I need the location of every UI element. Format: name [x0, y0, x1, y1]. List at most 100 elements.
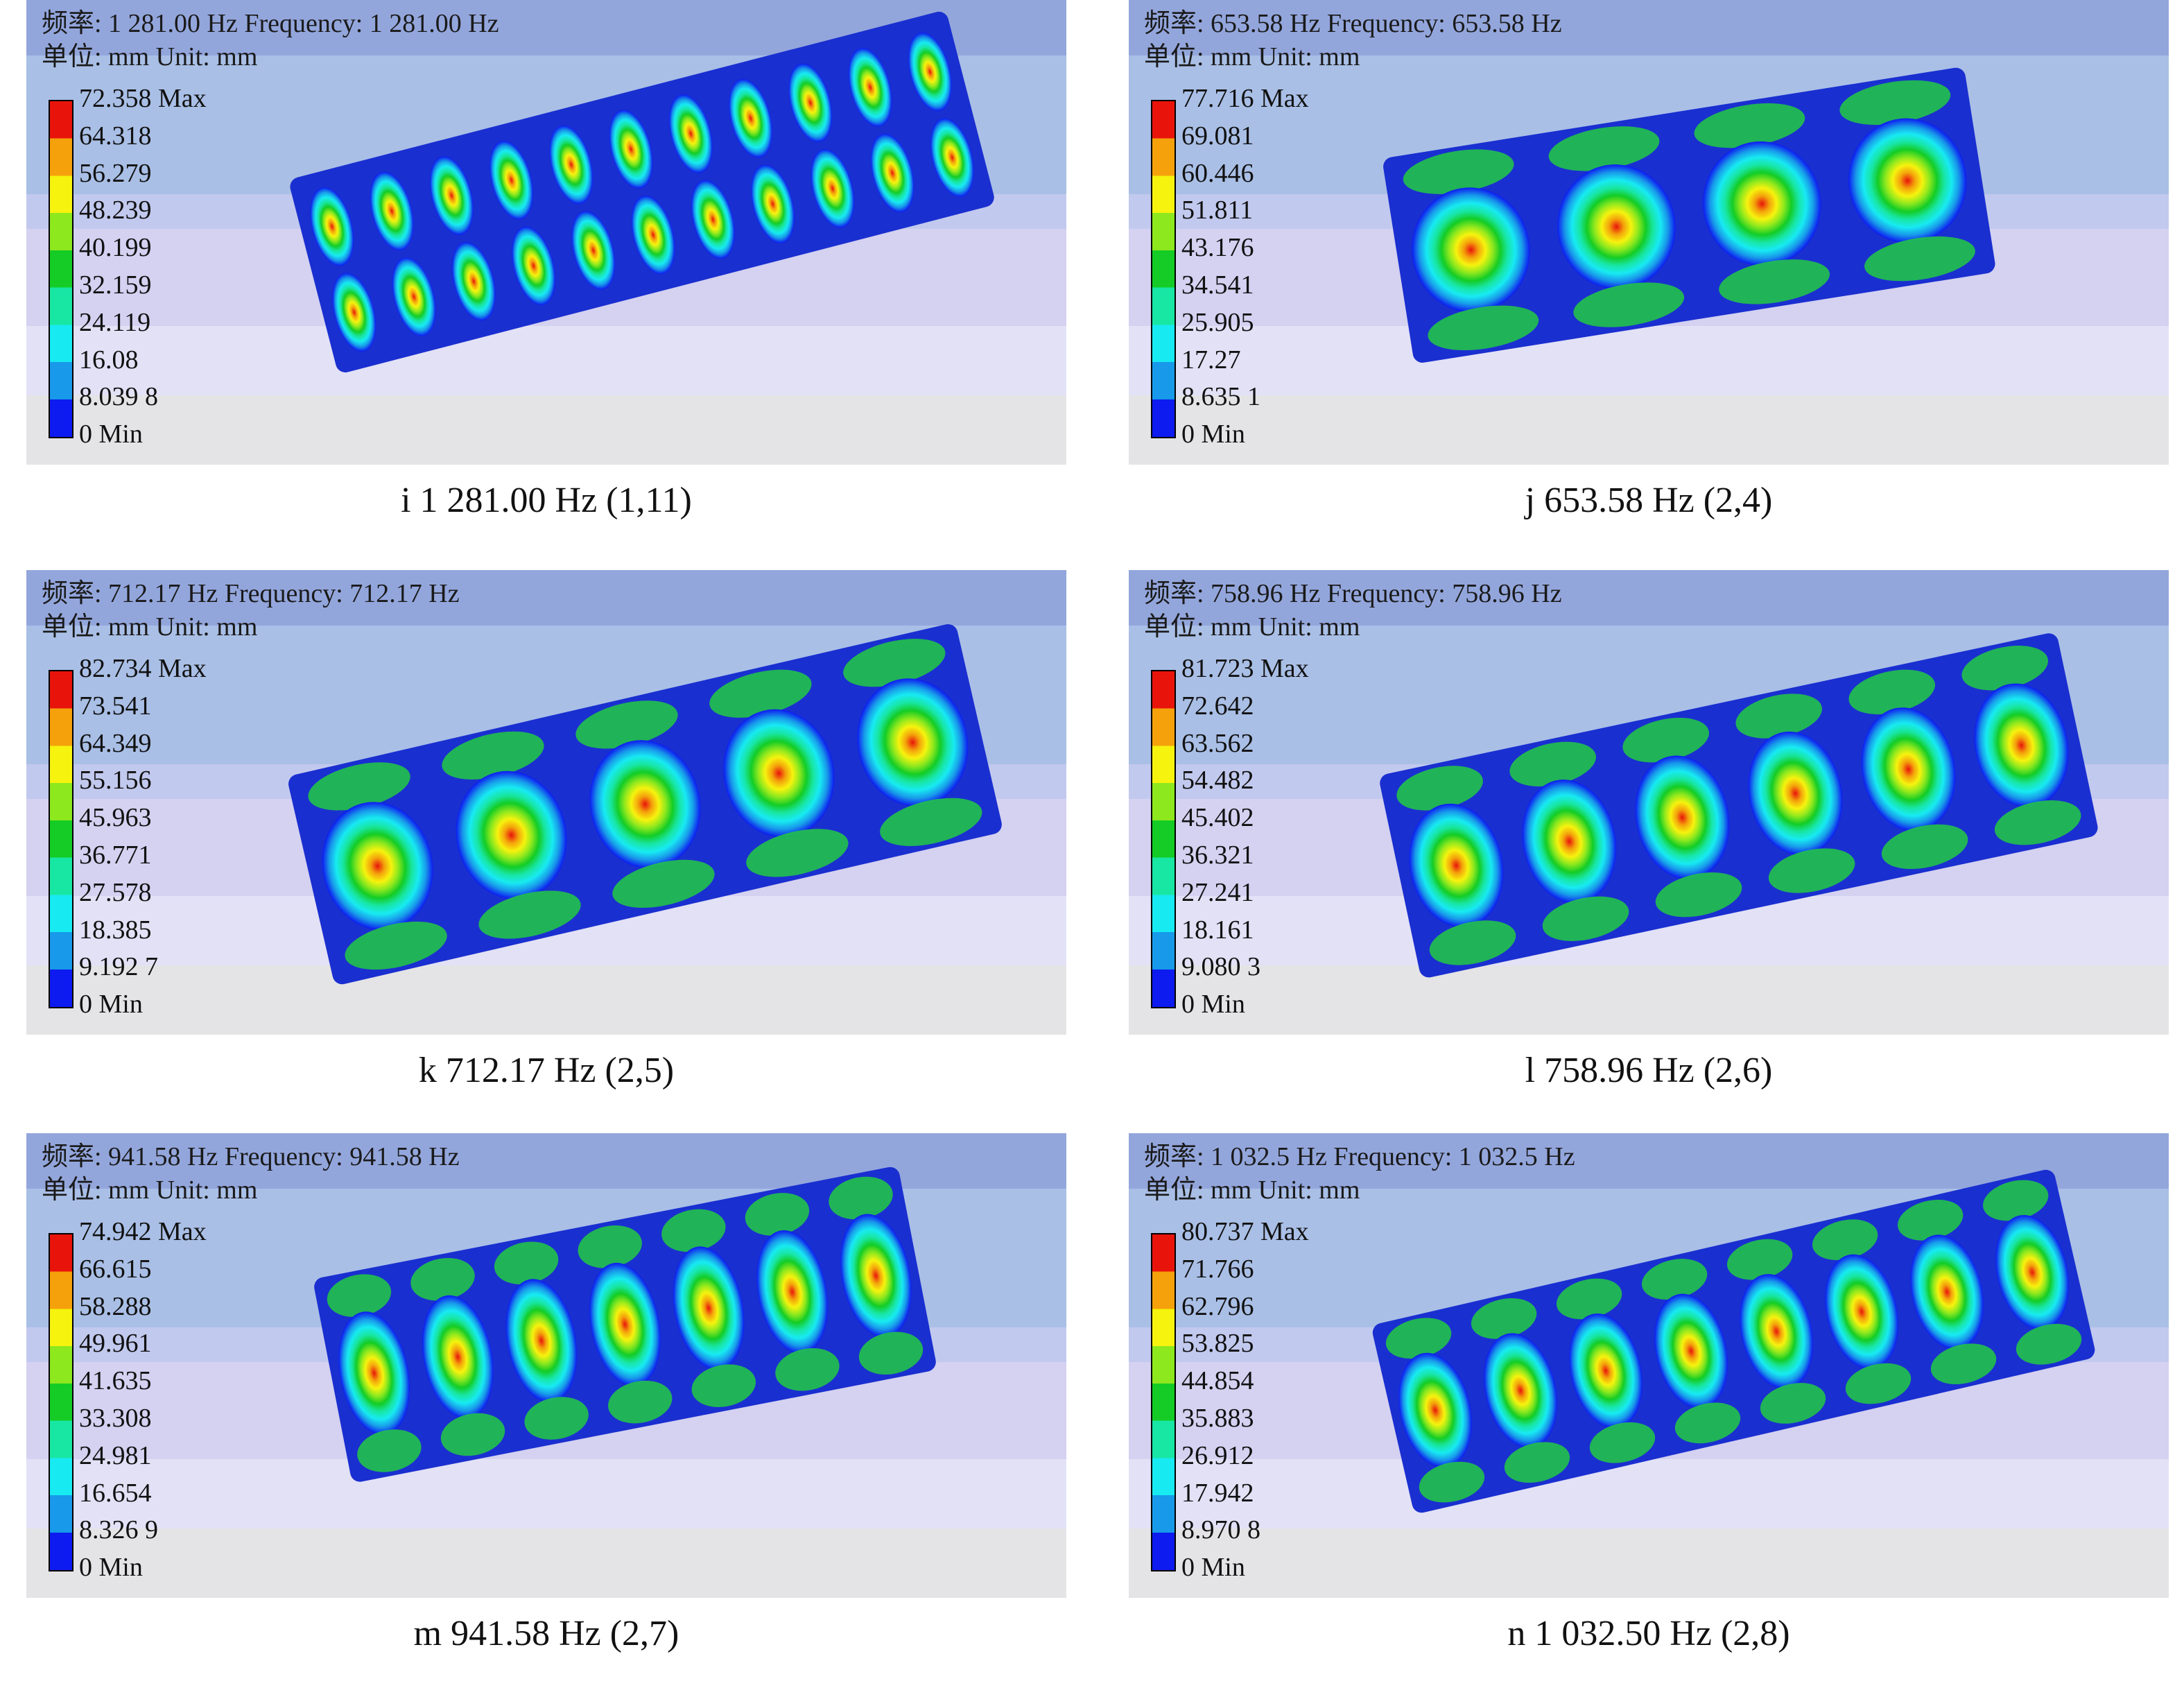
mode-lobe	[440, 1413, 505, 1456]
legend-tick-label: 24.981	[79, 1440, 152, 1470]
legend-tick-label: 33.308	[79, 1404, 152, 1433]
legend-tick-label: 71.766	[1181, 1254, 1254, 1284]
color-legend: 80.737 Max 71.766 62.796 53.825 44.854 35.883…	[1151, 1217, 1380, 1581]
mode-lobe	[1385, 1318, 1452, 1359]
legend-tick-label: 69.081	[1181, 121, 1254, 150]
figure-caption: k 712.17 Hz (2,5)	[418, 1051, 675, 1090]
legend-tick-label: 49.961	[79, 1329, 152, 1359]
legend-tick-label: 0 Min	[1181, 420, 1245, 449]
legend-tick-label: 18.161	[1181, 915, 1254, 945]
legend-tick-label: 36.321	[1181, 841, 1254, 870]
legend-tick-label: 45.402	[1181, 803, 1254, 833]
mode-lobe	[870, 133, 915, 213]
mode-lobe	[578, 1225, 642, 1268]
legend-tick-label: 40.199	[79, 233, 152, 263]
legend-tick-label: 8.635 1	[1181, 382, 1260, 412]
mode-lobe	[908, 33, 952, 112]
legend-tick-label: 0 Min	[79, 990, 143, 1019]
legend-tick-label: 24.119	[79, 307, 151, 337]
legend-tick-label: 48.239	[79, 196, 152, 225]
legend-tick-label: 72.642	[1181, 691, 1254, 721]
mode-lobe	[751, 164, 795, 243]
mode-lobe	[1412, 187, 1530, 313]
mode-lobe	[1910, 1234, 1984, 1350]
legend-tick-label: 41.635	[79, 1366, 152, 1396]
legend-tick-label: 77.716 Max	[1181, 84, 1309, 113]
mode-lobe	[1569, 1313, 1643, 1429]
deformed-plate-plot	[1372, 1169, 2095, 1513]
mode-lobe	[608, 1380, 673, 1424]
mode-lobe	[1768, 848, 1855, 893]
mode-lobe	[1504, 1442, 1570, 1483]
mode-lobe	[589, 1262, 661, 1386]
legend-tick-label: 80.737 Max	[1181, 1217, 1309, 1246]
mode-lobe	[310, 187, 354, 266]
mode-lobe	[1848, 118, 1967, 243]
mode-figure: 频率: 941.58 Hz Frequency: 941.58 Hz 单位: mm…	[26, 1133, 1066, 1688]
mode-lobe	[430, 156, 474, 235]
color-legend: 77.716 Max 69.081 60.446 51.811 43.176 34.541…	[1151, 84, 1380, 448]
legend-tick-label: 53.825	[1181, 1329, 1254, 1359]
mode-lobe	[1961, 646, 2049, 691]
legend-tick-label: 58.288	[79, 1291, 152, 1321]
mode-lobe	[691, 180, 735, 259]
legend-tick-label: 17.942	[1181, 1478, 1254, 1508]
mode-lobe	[575, 700, 678, 749]
mode-lobe	[811, 149, 855, 228]
color-legend: 72.358 Max 64.318 56.279 48.239 40.199 32.159…	[49, 85, 277, 448]
legend-tick-label: 0 Min	[79, 420, 143, 449]
mode-lobe	[691, 1364, 756, 1407]
mode-lobe	[1428, 305, 1539, 351]
mode-lobe	[338, 1311, 410, 1435]
color-scale-bar	[1151, 1233, 1176, 1571]
simulation-viewport: 频率: 712.17 Hz Frequency: 712.17 Hz 单位: mm…	[26, 570, 1066, 1035]
mode-lobe	[1839, 80, 1951, 126]
mode-lobe	[308, 762, 410, 811]
legend-tick-label: 8.039 8	[79, 382, 158, 412]
legend-tick-label: 27.241	[1181, 877, 1254, 907]
legend-tick-label: 25.905	[1181, 307, 1254, 337]
legend-tick-label: 0 Min	[1181, 1553, 1245, 1583]
legend-tick-label: 62.796	[1181, 1291, 1254, 1321]
result-info: 频率: 758.96 Hz Frequency: 758.96 Hz 单位: mm…	[1144, 577, 1562, 644]
simulation-viewport: 频率: 1 032.5 Hz Frequency: 1 032.5 Hz 单位: …	[1129, 1133, 2169, 1598]
legend-tick-label: 17.27	[1181, 345, 1241, 374]
unit-label: 单位: mm Unit: mm	[42, 612, 258, 641]
mode-lobe	[357, 1429, 422, 1472]
mode-lobe	[729, 78, 772, 158]
mode-lobe	[1542, 896, 1629, 941]
mode-lobe	[669, 94, 713, 173]
mode-lobe	[673, 1246, 745, 1370]
mode-lobe	[452, 242, 496, 321]
deformed-plate-plot	[288, 624, 1002, 985]
deformed-plate-plot	[1383, 67, 1995, 363]
mode-lobe	[589, 740, 701, 868]
mode-lobe	[746, 829, 849, 877]
unit-label: 单位: mm Unit: mm	[1144, 42, 1360, 71]
mode-figure: 频率: 653.58 Hz Frequency: 653.58 Hz 单位: mm…	[1129, 0, 2169, 555]
mode-lobe	[788, 63, 833, 142]
unit-label: 单位: mm Unit: mm	[1144, 1175, 1360, 1205]
legend-tick-label: 0 Min	[1181, 990, 1245, 1019]
simulation-viewport: 频率: 941.58 Hz Frequency: 941.58 Hz 单位: mm…	[26, 1133, 1066, 1598]
legend-tick-label: 81.723 Max	[1181, 654, 1309, 683]
mode-lobe	[612, 859, 715, 908]
mode-lobe	[1994, 800, 2081, 845]
legend-tick-label: 9.192 7	[79, 952, 158, 982]
legend-tick-label: 26.912	[1181, 1440, 1254, 1470]
mode-lobe	[1522, 780, 1617, 904]
mode-lobe	[756, 1230, 828, 1354]
figure-caption: j 653.58 Hz (2,4)	[1525, 481, 1773, 520]
legend-tick-label: 55.156	[79, 766, 152, 795]
mode-lobe	[549, 125, 593, 205]
color-scale-bar	[49, 1233, 73, 1571]
color-legend: 81.723 Max 72.642 63.562 54.482 45.402 36.321…	[1151, 654, 1380, 1018]
mode-lobe	[631, 196, 675, 275]
mode-lobe	[1825, 1254, 1898, 1370]
unit-label: 单位: mm Unit: mm	[1144, 612, 1360, 641]
mode-lobe	[930, 118, 974, 197]
mode-lobe	[723, 709, 835, 838]
mode-lobe	[1419, 1461, 1485, 1503]
mode-lobe	[829, 1176, 893, 1220]
mode-lobe	[609, 110, 653, 189]
